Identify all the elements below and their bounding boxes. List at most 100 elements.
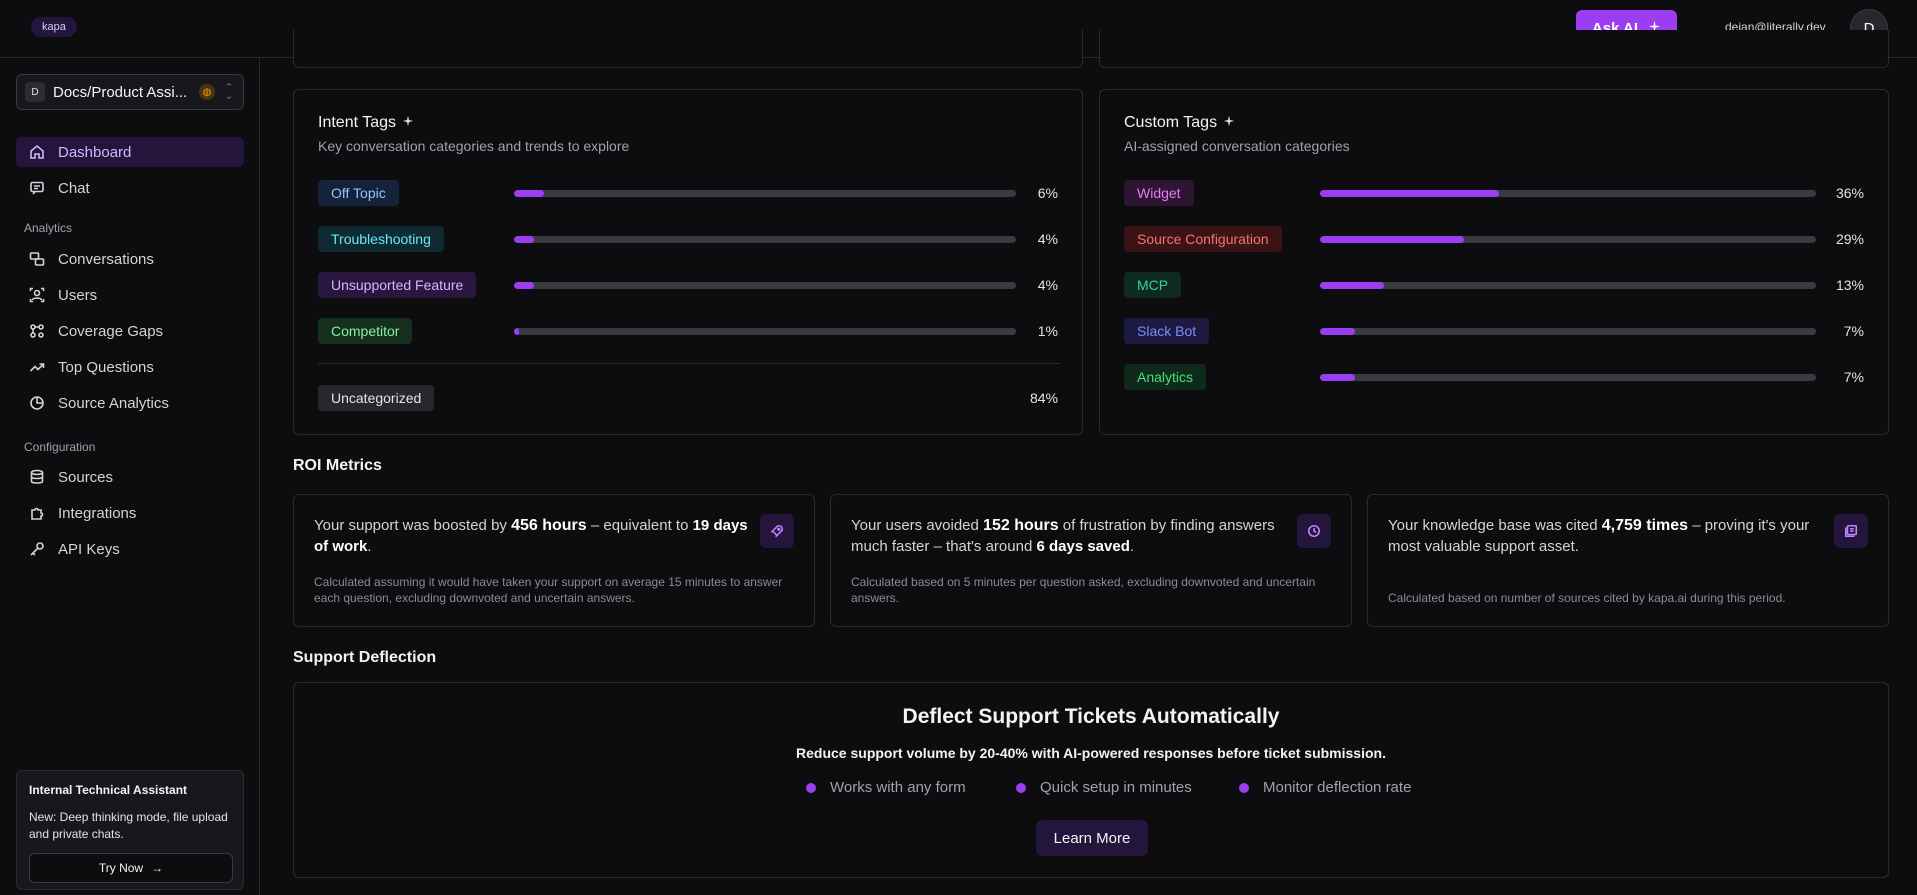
database-icon bbox=[28, 468, 46, 486]
tag-percent: 1% bbox=[1037, 323, 1058, 339]
project-name: Docs/Product Assi... bbox=[53, 83, 188, 101]
kapa-logo[interactable]: kapa bbox=[31, 17, 77, 37]
uncategorized-percent: 84% bbox=[1029, 390, 1058, 406]
sidebar: D Docs/Product Assi... ◍ ⌃ ⌄ Dashboard Ch… bbox=[0, 58, 260, 895]
sidebar-item-dashboard[interactable]: Dashboard bbox=[16, 137, 244, 167]
progress-bar bbox=[514, 236, 1016, 243]
sidebar-item-label: Sources bbox=[58, 468, 114, 486]
progress-bar bbox=[1320, 374, 1816, 381]
roi-card: Your users avoided 152 hours of frustrat… bbox=[830, 494, 1352, 627]
tag-unsupported-feature[interactable]: Unsupported Feature bbox=[318, 272, 477, 298]
progress-bar-fill bbox=[514, 190, 545, 197]
roi-text: . bbox=[367, 538, 372, 555]
tag-slack-bot[interactable]: Slack Bot bbox=[1124, 318, 1210, 344]
tag-percent: 6% bbox=[1037, 185, 1058, 201]
sidebar-item-label: Integrations bbox=[58, 504, 137, 522]
sidebar-item-coverage-gaps[interactable]: Coverage Gaps bbox=[16, 316, 244, 346]
roi-statement: Your support was boosted by 456 hours – … bbox=[314, 515, 754, 557]
custom-tags-card: Custom Tags AI-assigned conversation cat… bbox=[1099, 89, 1889, 435]
roi-text: of frustration by finding answers much f… bbox=[851, 517, 1275, 555]
progress-bar bbox=[1320, 190, 1816, 197]
bullet-dot-icon bbox=[1239, 782, 1249, 793]
analytics-section-label: Analytics bbox=[24, 221, 73, 235]
sidebar-item-top-questions[interactable]: Top Questions bbox=[16, 352, 244, 382]
tag-percent: 7% bbox=[1843, 323, 1864, 339]
bullet-dot-icon bbox=[806, 782, 816, 793]
arrow-right-icon: → bbox=[151, 861, 164, 875]
sidebar-item-label: Dashboard bbox=[58, 143, 132, 161]
tag-uncategorized[interactable]: Uncategorized bbox=[318, 385, 435, 411]
progress-bar-fill bbox=[1320, 236, 1464, 243]
roi-text: – proving it's your most valuable suppor… bbox=[1388, 517, 1810, 555]
project-initial-badge: D bbox=[25, 82, 45, 102]
roi-text: Your support was boosted by bbox=[314, 517, 512, 534]
pie-chart-icon bbox=[28, 394, 46, 412]
tag-percent: 7% bbox=[1843, 369, 1864, 385]
tag-percent: 4% bbox=[1037, 277, 1058, 293]
previous-card-right bbox=[1099, 30, 1889, 68]
roi-highlight-value: 456 hours bbox=[511, 517, 587, 534]
bullet-dot-icon bbox=[1016, 782, 1026, 793]
try-now-button[interactable]: Try Now → bbox=[29, 853, 233, 883]
sidebar-item-sources[interactable]: Sources bbox=[16, 462, 244, 492]
sidebar-item-label: Users bbox=[58, 286, 98, 304]
progress-bar-fill bbox=[514, 282, 535, 289]
roi-metrics-title: ROI Metrics bbox=[293, 457, 382, 474]
feature-item: Works with any form bbox=[806, 779, 966, 796]
promo-card: Internal Technical Assistant New: Deep t… bbox=[16, 770, 244, 890]
feature-label: Works with any form bbox=[830, 779, 966, 796]
deflection-subheading: Reduce support volume by 20-40% with AI-… bbox=[796, 745, 1386, 761]
intent-tags-card: Intent Tags Key conversation categories … bbox=[293, 89, 1083, 435]
chevron-up-down-icon: ⌃ ⌄ bbox=[224, 82, 234, 102]
progress-bar bbox=[1320, 328, 1816, 335]
intent-tags-subtitle: Key conversation categories and trends t… bbox=[318, 138, 630, 154]
tag-percent: 36% bbox=[1835, 185, 1864, 201]
intent-tags-title: Intent Tags bbox=[318, 114, 414, 132]
progress-bar bbox=[1320, 282, 1816, 289]
custom-tags-title-text: Custom Tags bbox=[1124, 114, 1218, 131]
trending-icon bbox=[28, 358, 46, 376]
progress-bar bbox=[1320, 236, 1816, 243]
project-selector[interactable]: D Docs/Product Assi... ◍ ⌃ ⌄ bbox=[16, 74, 244, 110]
sidebar-item-users[interactable]: Users bbox=[16, 280, 244, 310]
progress-bar-fill bbox=[514, 328, 520, 335]
roi-text: . bbox=[1129, 538, 1135, 555]
roi-text: – equivalent to bbox=[586, 517, 693, 534]
tag-off-topic[interactable]: Off Topic bbox=[318, 180, 399, 206]
sidebar-item-label: Source Analytics bbox=[58, 394, 169, 412]
sparkle-icon bbox=[1223, 114, 1235, 132]
tag-competitor[interactable]: Competitor bbox=[318, 318, 413, 344]
tag-analytics[interactable]: Analytics bbox=[1124, 364, 1207, 390]
deflection-heading: Deflect Support Tickets Automatically bbox=[902, 705, 1280, 728]
tag-percent: 13% bbox=[1835, 277, 1864, 293]
progress-bar-fill bbox=[514, 236, 535, 243]
sidebar-item-conversations[interactable]: Conversations bbox=[16, 244, 244, 274]
progress-bar bbox=[514, 328, 1016, 335]
sidebar-item-integrations[interactable]: Integrations bbox=[16, 498, 244, 528]
roi-card: Your support was boosted by 456 hours – … bbox=[293, 494, 815, 627]
roi-text: Your knowledge base was cited bbox=[1388, 517, 1602, 534]
sidebar-item-chat[interactable]: Chat bbox=[16, 173, 244, 203]
tag-troubleshooting[interactable]: Troubleshooting bbox=[318, 226, 444, 252]
rocket-icon bbox=[760, 514, 794, 548]
learn-more-button[interactable]: Learn More bbox=[1036, 820, 1148, 856]
progress-bar-fill bbox=[1320, 282, 1385, 289]
sidebar-item-api-keys[interactable]: API Keys bbox=[16, 534, 244, 564]
sidebar-item-label: API Keys bbox=[58, 540, 120, 558]
tag-mcp[interactable]: MCP bbox=[1124, 272, 1182, 298]
feature-item: Monitor deflection rate bbox=[1239, 779, 1411, 796]
custom-tags-subtitle: AI-assigned conversation categories bbox=[1124, 138, 1350, 154]
promo-text: New: Deep thinking mode, file upload and… bbox=[29, 810, 228, 841]
progress-bar-fill bbox=[1320, 374, 1355, 381]
home-icon bbox=[28, 143, 46, 161]
sidebar-item-label: Conversations bbox=[58, 250, 154, 268]
try-now-label: Try Now bbox=[98, 861, 144, 875]
tag-widget[interactable]: Widget bbox=[1124, 180, 1194, 206]
previous-card-left bbox=[293, 30, 1083, 68]
roi-card: Your knowledge base was cited 4,759 time… bbox=[1367, 494, 1889, 627]
conversations-icon bbox=[28, 250, 46, 268]
progress-bar-fill bbox=[1320, 190, 1499, 197]
tag-source-configuration[interactable]: Source Configuration bbox=[1124, 226, 1282, 252]
progress-bar bbox=[514, 190, 1016, 197]
sidebar-item-source-analytics[interactable]: Source Analytics bbox=[16, 388, 244, 418]
